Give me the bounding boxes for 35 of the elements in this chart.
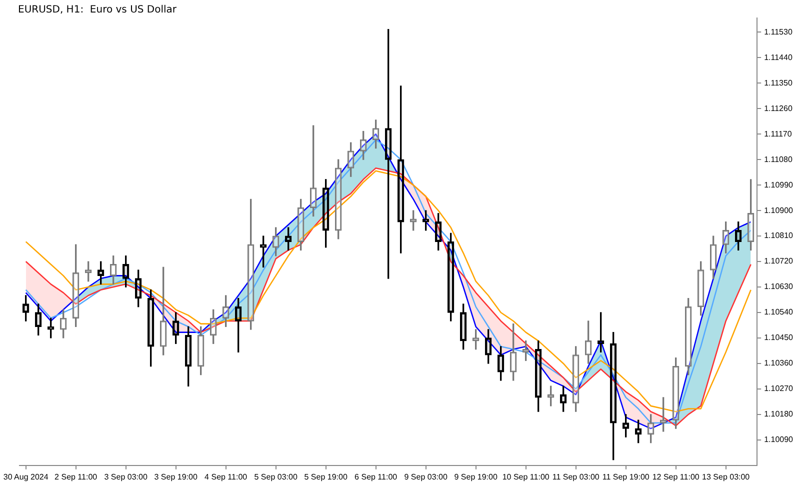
y-tick-label: 1.11440 xyxy=(764,52,793,62)
y-tick-label: 1.10270 xyxy=(764,384,794,394)
x-tick-label: 10 Sep 11:00 xyxy=(502,472,550,482)
y-tick-label: 1.10540 xyxy=(764,308,794,317)
y-tick-label: 1.10630 xyxy=(764,282,794,292)
chart-title: EURUSD, H1: Euro vs US Dollar xyxy=(18,4,178,16)
x-tick-label: 11 Sep 03:00 xyxy=(552,472,600,482)
y-tick-label: 1.11170 xyxy=(764,129,792,138)
y-tick-label: 1.11530 xyxy=(764,27,793,36)
y-tick-label: 1.10900 xyxy=(764,206,794,215)
y-tick-label: 1.10450 xyxy=(764,333,794,342)
x-tick-label: 30 Aug 2024 xyxy=(3,472,49,482)
x-tick-label: 9 Sep 03:00 xyxy=(404,472,448,482)
x-tick-label: 12 Sep 11:00 xyxy=(652,472,700,482)
y-tick-label: 1.10360 xyxy=(764,358,794,368)
x-tick-label: 11 Sep 19:00 xyxy=(602,472,650,482)
y-tick-label: 1.11080 xyxy=(764,154,793,164)
x-tick-label: 6 Sep 11:00 xyxy=(354,472,398,482)
x-tick-label: 13 Sep 03:00 xyxy=(702,472,750,482)
y-tick-label: 1.11260 xyxy=(764,104,793,113)
x-tick-label: 3 Sep 19:00 xyxy=(154,472,198,482)
y-tick-label: 1.10990 xyxy=(764,180,794,190)
y-tick-label: 1.11350 xyxy=(764,78,793,88)
y-tick-label: 1.10810 xyxy=(764,231,794,240)
x-tick-label: 5 Sep 19:00 xyxy=(304,472,348,482)
y-tick-label: 1.10180 xyxy=(764,410,794,419)
x-tick-label: 2 Sep 11:00 xyxy=(54,472,98,482)
candlestick xyxy=(385,28,392,279)
candlestick xyxy=(398,86,404,254)
y-tick-label: 1.10720 xyxy=(764,256,794,266)
x-tick-label: 9 Sep 19:00 xyxy=(454,472,498,482)
y-tick-label: 1.10090 xyxy=(764,435,794,444)
x-tick-label: 4 Sep 11:00 xyxy=(204,472,248,482)
x-tick-label: 3 Sep 03:00 xyxy=(104,472,148,482)
x-tick-label: 5 Sep 03:00 xyxy=(254,472,298,482)
